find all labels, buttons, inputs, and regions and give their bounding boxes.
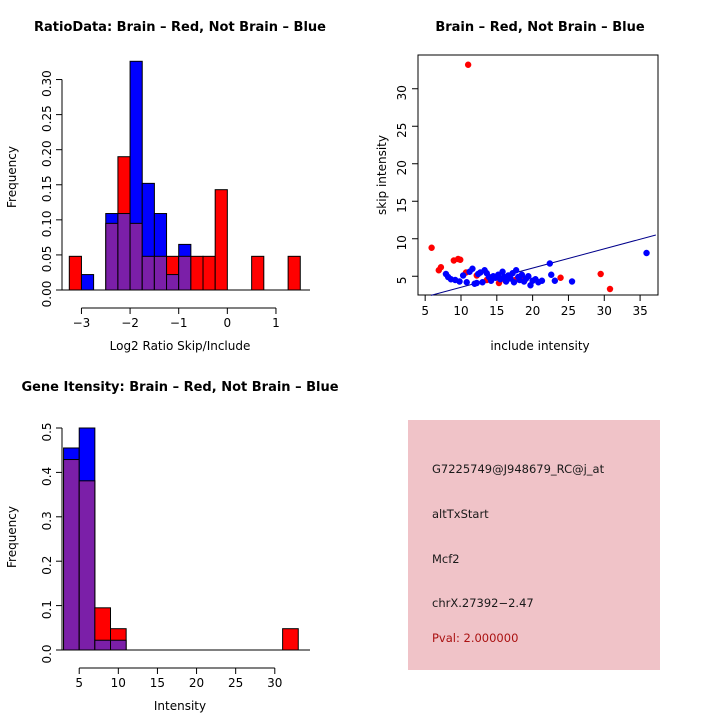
svg-text:0.3: 0.3 bbox=[40, 511, 54, 530]
svg-text:−3: −3 bbox=[73, 316, 91, 330]
svg-text:15: 15 bbox=[489, 304, 504, 318]
svg-text:0.15: 0.15 bbox=[40, 175, 54, 202]
svg-text:0.30: 0.30 bbox=[40, 70, 54, 97]
svg-text:0.05: 0.05 bbox=[40, 246, 54, 273]
ratio-yaxis-label: Frequency bbox=[5, 146, 19, 208]
panel-intensity-scatter: Brain – Red, Not Brain – Blue 5 10 15 20 25 3… bbox=[360, 0, 720, 360]
info-event-type: altTxStart bbox=[432, 507, 489, 521]
svg-text:5: 5 bbox=[395, 276, 409, 284]
svg-text:0.00: 0.00 bbox=[40, 281, 54, 308]
svg-text:15: 15 bbox=[395, 198, 409, 213]
svg-text:5: 5 bbox=[75, 676, 83, 690]
ratio-panel-title: RatioData: Brain – Red, Not Brain – Blue bbox=[34, 20, 326, 35]
scatter-axes: 5 10 15 20 25 30 35 5 10 15 20 25 30 bbox=[395, 54, 659, 318]
scatter-yaxis-label: skip intensity bbox=[375, 135, 389, 215]
svg-text:0.2: 0.2 bbox=[40, 556, 54, 575]
svg-text:10: 10 bbox=[453, 304, 468, 318]
info-probe-id: G7225749@J948679_RC@j_at bbox=[432, 462, 605, 476]
svg-text:5: 5 bbox=[421, 304, 429, 318]
svg-text:35: 35 bbox=[632, 304, 647, 318]
svg-text:25: 25 bbox=[561, 304, 576, 318]
ratio-histogram-bars bbox=[68, 60, 301, 291]
svg-text:0.10: 0.10 bbox=[40, 210, 54, 237]
scatter-panel-title: Brain – Red, Not Brain – Blue bbox=[435, 20, 645, 35]
svg-text:0: 0 bbox=[224, 316, 232, 330]
svg-text:20: 20 bbox=[189, 676, 204, 690]
scatter-svg: 5 10 15 20 25 30 35 5 10 15 20 25 30 bbox=[395, 54, 659, 318]
svg-text:0.0: 0.0 bbox=[40, 644, 54, 663]
svg-text:20: 20 bbox=[525, 304, 540, 318]
panel-annotation-info: G7225749@J948679_RC@j_at altTxStart Mcf2… bbox=[360, 360, 720, 720]
gene-xaxis-label: Intensity bbox=[153, 699, 207, 713]
svg-text:20: 20 bbox=[395, 160, 409, 175]
scatter-xaxis-label: include intensity bbox=[490, 339, 590, 353]
ratio-xaxis-label: Log2 Ratio Skip/Include bbox=[109, 339, 251, 353]
ratio-histogram-axes: 0.00 0.05 0.10 0.15 0.20 0.25 0.30 −3 −2 −1 0 1 bbox=[40, 70, 310, 330]
panel-gene-intensity-histogram: Gene Itensity: Brain – Red, Not Brain – … bbox=[0, 360, 360, 720]
svg-text:0.4: 0.4 bbox=[40, 467, 54, 486]
svg-text:30: 30 bbox=[597, 304, 612, 318]
scatter-points bbox=[428, 61, 650, 293]
info-gene-symbol: Mcf2 bbox=[432, 552, 460, 566]
svg-text:1: 1 bbox=[272, 316, 280, 330]
gene-histogram-svg: 0.0 0.1 0.2 0.3 0.4 0.5 5 10 15 20 25 30 bbox=[40, 422, 310, 690]
svg-text:0.1: 0.1 bbox=[40, 600, 54, 619]
info-box: G7225749@J948679_RC@j_at altTxStart Mcf2… bbox=[408, 420, 660, 670]
svg-text:25: 25 bbox=[395, 123, 409, 138]
panel-ratio-histogram: RatioData: Brain – Red, Not Brain – Blue… bbox=[0, 0, 360, 360]
svg-text:10: 10 bbox=[395, 235, 409, 250]
svg-text:−2: −2 bbox=[121, 316, 139, 330]
info-locus: chrX.27392−2.47 bbox=[432, 596, 534, 610]
svg-text:0.25: 0.25 bbox=[40, 105, 54, 132]
gene-yaxis-label: Frequency bbox=[5, 506, 19, 568]
svg-text:25: 25 bbox=[228, 676, 243, 690]
svg-text:10: 10 bbox=[111, 676, 126, 690]
ratio-histogram-svg: 0.00 0.05 0.10 0.15 0.20 0.25 0.30 −3 −2 −1 0 1 bbox=[40, 60, 310, 330]
svg-text:30: 30 bbox=[267, 676, 282, 690]
gene-histogram-axes: 0.0 0.1 0.2 0.3 0.4 0.5 5 10 15 20 25 30 bbox=[40, 422, 310, 690]
svg-text:0.20: 0.20 bbox=[40, 140, 54, 167]
info-pval: Pval: 2.000000 bbox=[432, 631, 519, 645]
svg-text:−1: −1 bbox=[170, 316, 188, 330]
gene-histogram-bars bbox=[63, 427, 299, 651]
svg-text:0.5: 0.5 bbox=[40, 422, 54, 441]
svg-text:15: 15 bbox=[150, 676, 165, 690]
scatter-fit-line bbox=[430, 234, 656, 296]
gene-panel-title: Gene Itensity: Brain – Red, Not Brain – … bbox=[21, 380, 339, 395]
svg-text:30: 30 bbox=[395, 85, 409, 100]
